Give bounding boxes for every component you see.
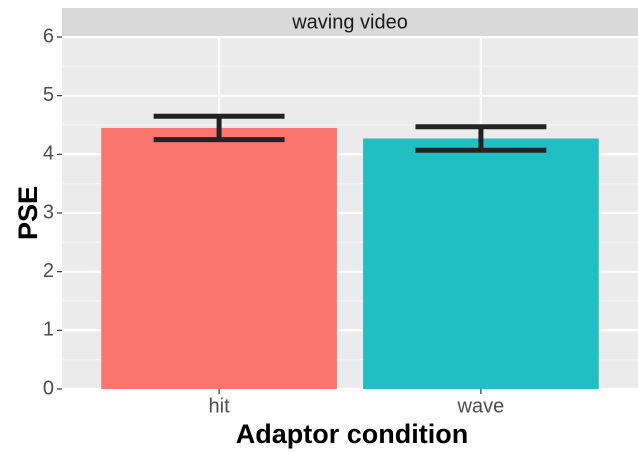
y-tick-label: 4 xyxy=(43,143,54,165)
y-tick-label: 3 xyxy=(43,201,54,223)
chart-title: waving video xyxy=(291,11,408,33)
facet-strip xyxy=(62,8,638,37)
x-axis-label: Adaptor condition xyxy=(236,419,468,449)
x-tick-label: wave xyxy=(457,395,505,417)
y-tick-label: 1 xyxy=(43,319,54,341)
x-tick-label: hit xyxy=(209,395,231,417)
y-axis-label: PSE xyxy=(13,186,43,240)
y-tick-label: 6 xyxy=(43,25,54,47)
y-tick-label: 2 xyxy=(43,260,54,282)
bar xyxy=(363,138,599,389)
bar xyxy=(101,127,337,389)
y-tick-label: 0 xyxy=(43,377,54,399)
y-tick-label: 5 xyxy=(43,84,54,106)
